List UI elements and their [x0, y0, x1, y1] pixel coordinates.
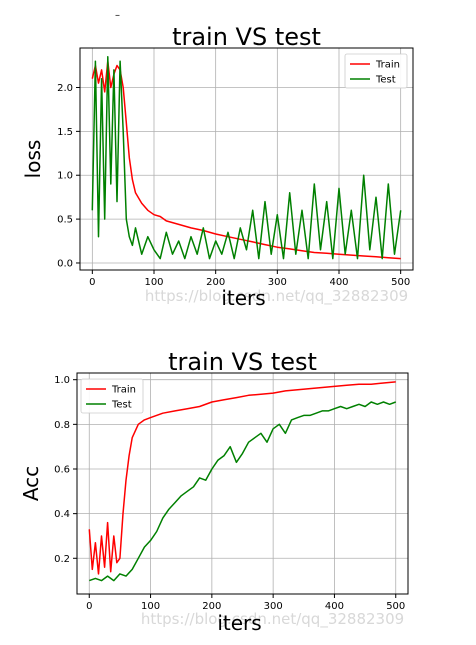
y-tick-label: 0.0 [57, 258, 73, 269]
y-axis-label: Acc [19, 466, 43, 501]
legend-label-test: Test [375, 75, 396, 86]
top-mark: – [115, 10, 120, 21]
loss-chart: train VS test https://blog.csdn.net/qq_32… [21, 23, 414, 310]
series-line-train [88, 381, 396, 575]
y-tick-label: 0.5 [57, 215, 73, 226]
x-tick-label: 200 [206, 277, 225, 288]
series-line-test [91, 56, 402, 260]
x-axis-label: iters [217, 611, 261, 635]
legend-label-test: Test [111, 400, 132, 411]
x-tick-label: 300 [264, 601, 283, 612]
x-tick-label: 400 [325, 601, 344, 612]
y-tick-label: 0.2 [54, 554, 70, 565]
accuracy-chart: train VS test https://blog.csdn.net/qq_32… [19, 348, 409, 635]
watermark-text: https://blog.csdn.net/qq_32882309 [145, 287, 408, 306]
y-tick-label: 0.4 [54, 509, 70, 520]
x-tick-label: 0 [86, 601, 92, 612]
watermark-text: https://blog.csdn.net/qq_32882309 [141, 610, 404, 629]
legend-label-train: Train [111, 385, 136, 396]
x-tick-label: 500 [391, 277, 410, 288]
chart-title: train VS test [172, 23, 321, 51]
series-line-train [91, 60, 401, 260]
x-tick-label: 300 [268, 277, 287, 288]
y-tick-label: 2.0 [57, 83, 73, 94]
y-tick-label: 0.8 [54, 420, 70, 431]
x-tick-label: 500 [386, 601, 405, 612]
x-tick-label: 200 [202, 601, 221, 612]
axes-frame [79, 47, 414, 271]
legend: Train Test [344, 53, 408, 89]
y-tick-label: 1.0 [54, 375, 70, 386]
legend-label-train: Train [375, 60, 400, 71]
y-tick-label: 0.6 [54, 464, 70, 475]
axes-frame [76, 372, 409, 595]
series-line-test [89, 401, 396, 582]
y-tick-label: 1.5 [57, 127, 73, 138]
legend: Train Test [80, 378, 144, 414]
x-tick-label: 100 [141, 601, 160, 612]
chart-title: train VS test [168, 348, 317, 376]
x-tick-label: 0 [89, 277, 95, 288]
x-tick-label: 100 [144, 277, 163, 288]
x-tick-label: 400 [329, 277, 348, 288]
x-axis-label: iters [221, 286, 265, 310]
y-tick-label: 1.0 [57, 171, 73, 182]
y-axis-label: loss [21, 140, 45, 179]
